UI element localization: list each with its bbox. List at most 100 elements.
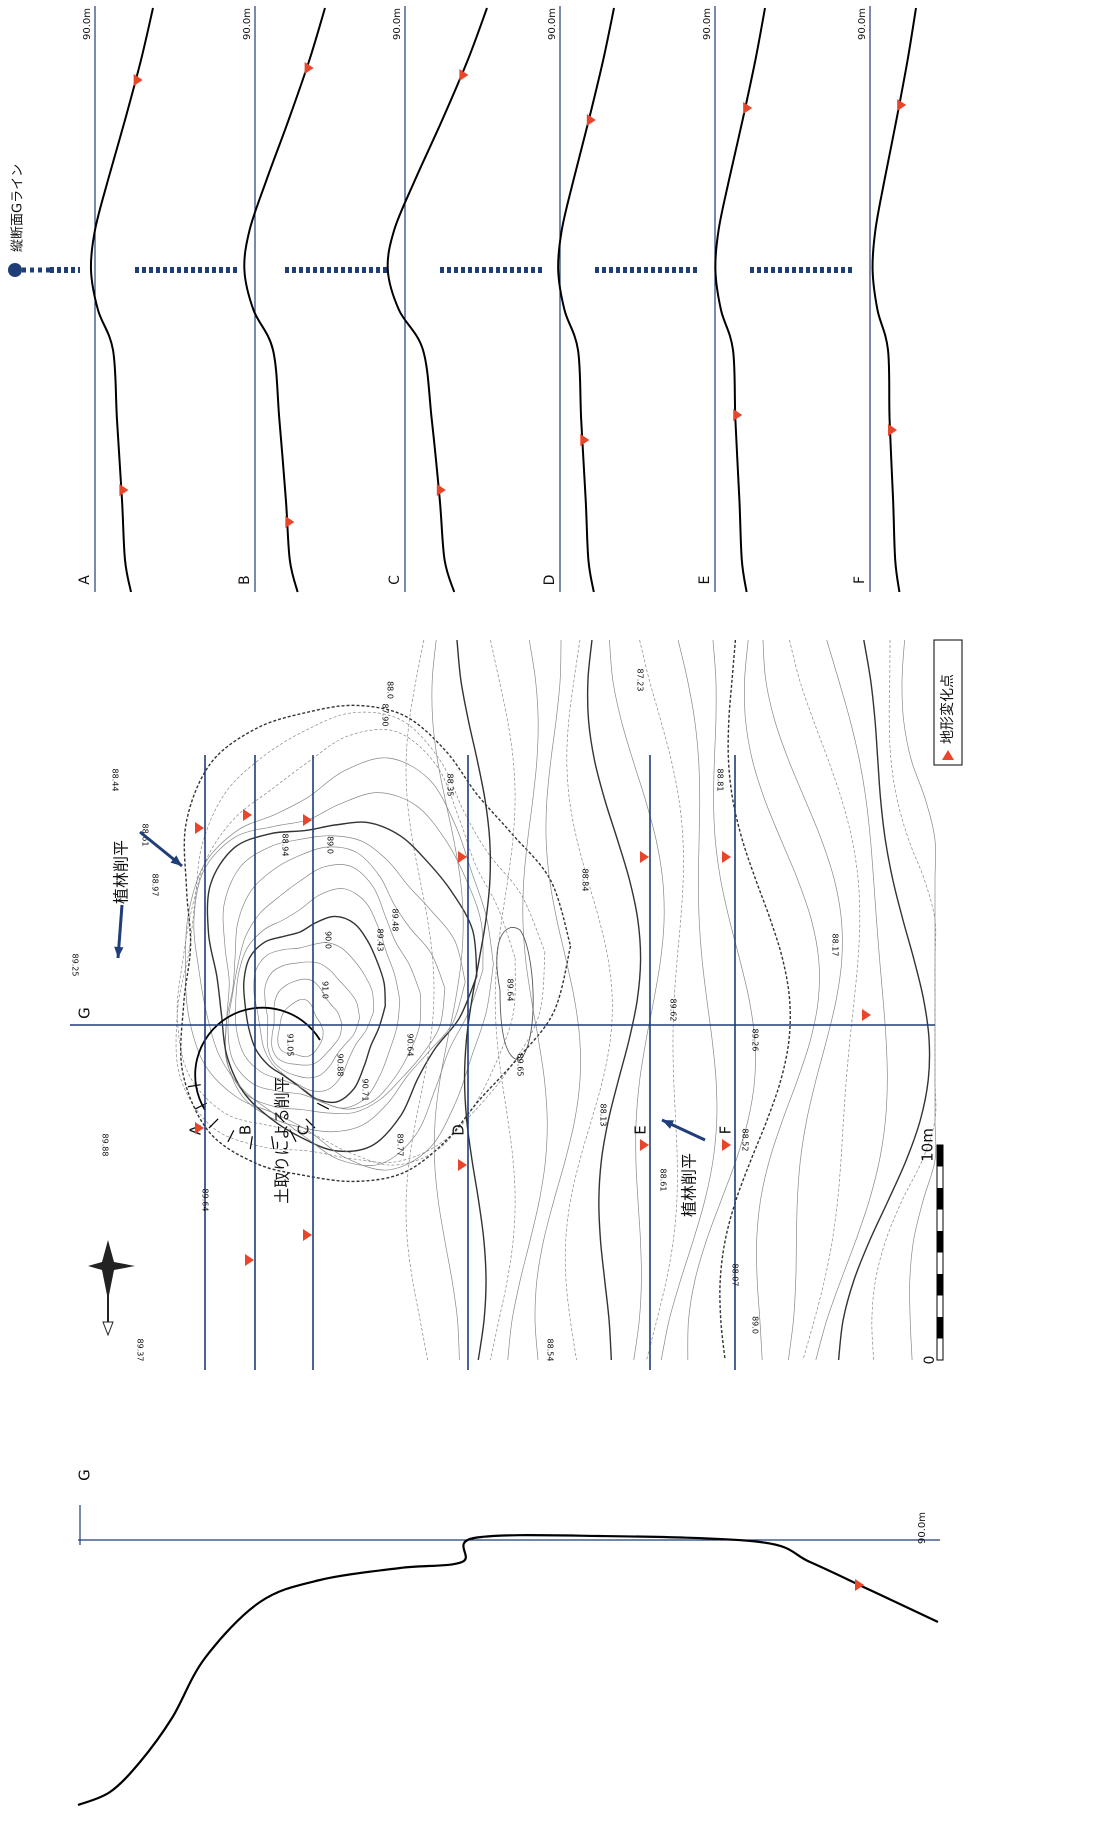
change-point-marker	[303, 814, 312, 826]
change-point-marker	[285, 516, 295, 528]
datum-label: 90.0m	[242, 8, 253, 40]
section-label: D	[450, 1124, 468, 1136]
contour-line	[222, 835, 466, 1133]
change-point-marker	[733, 409, 743, 421]
contour-line	[227, 864, 422, 1110]
change-point-marker	[304, 62, 314, 74]
contour-map	[175, 639, 937, 1361]
elevation-label: 88.81	[716, 769, 725, 792]
excavation-hatch	[249, 1136, 253, 1150]
profile-label: D	[542, 575, 558, 586]
contour-line	[185, 757, 494, 1171]
excavation-hatch	[208, 1118, 219, 1129]
elevation-label: 89.25	[71, 954, 80, 977]
legend-label: 地形変化点	[939, 674, 956, 744]
arrow-head	[662, 1120, 674, 1129]
contour-line	[264, 961, 361, 1079]
excavation-hatch	[271, 1136, 275, 1150]
contour-line	[193, 792, 484, 1166]
change-point-marker	[722, 1139, 731, 1151]
change-point-marker	[245, 1254, 254, 1266]
change-point-marker	[458, 851, 467, 863]
datum-label: 90.0m	[702, 8, 713, 40]
contour-line	[534, 639, 581, 1361]
scale-bar-segment	[937, 1274, 943, 1296]
contour-line	[901, 639, 937, 1361]
excavation-hatch	[227, 1129, 235, 1143]
contour-line	[489, 639, 516, 1361]
section-label: C	[295, 1125, 313, 1135]
contour-line	[224, 846, 446, 1115]
arrow-head	[114, 946, 124, 958]
elevation-label: 89.48	[391, 909, 400, 932]
elevation-label: 89.65	[516, 1054, 525, 1077]
annotation: 植林削平	[680, 1153, 699, 1217]
scale-bar-segment	[937, 1231, 943, 1253]
excavation-hatch	[187, 1084, 201, 1088]
elevation-label: 88.13	[599, 1104, 608, 1127]
profile-label: E	[697, 576, 713, 585]
change-point-marker	[640, 1139, 649, 1151]
elevation-label: 87.90	[381, 704, 390, 727]
change-point-marker	[195, 822, 204, 834]
elevation-label: 89.0	[326, 836, 335, 854]
elevation-label: 88.94	[281, 834, 290, 857]
profile-label: F	[852, 576, 868, 584]
change-point-marker	[722, 851, 731, 863]
annotation: 植林削平	[112, 840, 131, 904]
contour-line	[744, 639, 820, 1361]
contour-line	[837, 639, 931, 1361]
change-point-marker	[119, 484, 129, 496]
contour-line	[660, 639, 718, 1361]
profile-curve	[89, 7, 154, 593]
north-arrow-tip	[102, 1321, 114, 1337]
elevation-label: 88.35	[446, 774, 455, 797]
contour-line	[639, 639, 684, 1361]
contour-line	[496, 927, 534, 1061]
change-point-marker	[436, 484, 446, 496]
profile-curve	[714, 7, 766, 593]
contour-line	[564, 639, 613, 1361]
elevation-label: 89.77	[396, 1134, 405, 1157]
change-point-marker	[195, 1122, 204, 1134]
elevation-label: 88.17	[831, 934, 840, 957]
elevation-label: 89.26	[751, 1029, 760, 1052]
scale-bar-segment	[937, 1145, 943, 1167]
scale-bar-segment	[937, 1188, 943, 1210]
contour-line	[815, 639, 888, 1361]
scale-length: 10m	[919, 1128, 937, 1162]
elevation-label: 89.64	[506, 979, 515, 1002]
section-label: F	[717, 1126, 735, 1135]
contour-line	[789, 639, 861, 1361]
elevation-label: 88.44	[111, 769, 120, 792]
contour-line	[431, 639, 464, 1361]
contour-line	[180, 704, 572, 1183]
profile-curve	[386, 7, 488, 593]
profile-label: C	[387, 575, 403, 585]
north-arrow	[88, 1240, 135, 1300]
change-point-marker	[888, 424, 898, 436]
elevation-label: 89.64	[201, 1189, 210, 1212]
datum-label: 90.0m	[82, 8, 93, 40]
elevation-label: 90.71	[361, 1079, 370, 1102]
change-point-marker	[862, 1009, 871, 1021]
contour-line	[687, 639, 756, 1361]
change-point-marker	[243, 809, 252, 821]
contour-line	[242, 915, 386, 1104]
elevation-label: 87.23	[636, 669, 645, 692]
profile-label: B	[237, 575, 253, 585]
contour-line	[175, 711, 546, 1163]
elevation-label: 89.37	[136, 1339, 145, 1362]
elevation-label: 88.54	[546, 1339, 555, 1362]
elevation-label: 88.52	[741, 1129, 750, 1152]
elevation-label: 89.88	[101, 1134, 110, 1157]
change-point-marker	[586, 114, 596, 126]
annotation: 土取りによる削平	[273, 1076, 292, 1204]
elevation-label: 89.43	[376, 929, 385, 952]
contour-line	[271, 978, 343, 1066]
legend-marker	[942, 750, 954, 760]
contour-line	[456, 639, 492, 1361]
excavation-hatch	[316, 1102, 330, 1110]
